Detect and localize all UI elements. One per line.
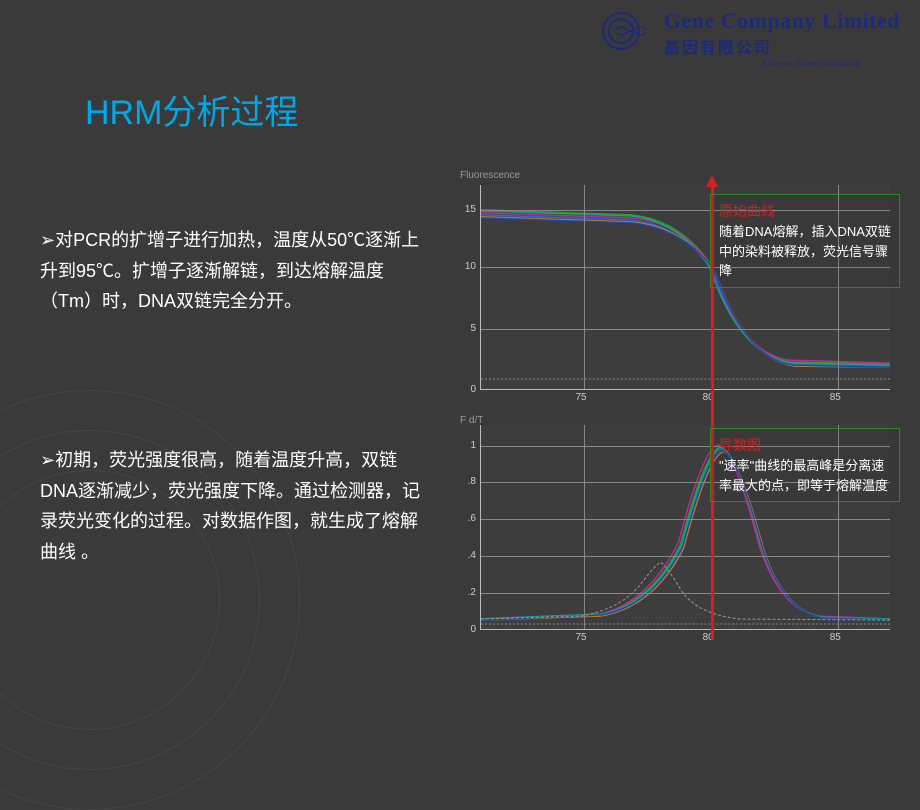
x-tick-label: 85 [830, 632, 841, 643]
slide-title: HRM分析过程 [85, 85, 298, 134]
x-tick-label: 85 [830, 392, 841, 403]
bullet-icon: ➢ [40, 450, 55, 470]
y-tick-label: 5 [470, 323, 476, 334]
annotation-title: 导数图 [719, 435, 891, 456]
x-tick-label: 80 [703, 632, 714, 643]
company-name-cn: 基因有限公司 [664, 34, 900, 58]
annotation-derivative: 导数图 "速率"曲线的最高峰是分离速率最大的点，即等于熔解温度 [710, 428, 900, 502]
paragraph-1-text: 对PCR的扩增子进行加热，温度从50℃逐渐上升到95℃。扩增子逐渐解链，到达熔解… [40, 230, 419, 311]
annotation-title: 原始曲线 [719, 201, 891, 222]
y-tick-label: .4 [468, 550, 476, 561]
y-tick-label: 10 [465, 261, 476, 272]
paragraph-2: ➢初期，荧光强度很高，随着温度升高，双链DNA逐渐减少，荧光强度下降。通过检测器… [40, 445, 420, 567]
annotation-body: 随着DNA熔解，插入DNA双链中的染料被释放，荧光信号骤降 [719, 222, 891, 281]
y-tick-label: 1 [470, 440, 476, 451]
y-tick-label: .2 [468, 587, 476, 598]
y-tick-label: .6 [468, 513, 476, 524]
y-tick-label: 0 [470, 624, 476, 635]
annotation-body: "速率"曲线的最高峰是分离速率最大的点，即等于熔解温度 [719, 456, 891, 495]
y-tick-label: .8 [468, 476, 476, 487]
paragraph-1: ➢对PCR的扩增子进行加热，温度从50℃逐渐上升到95℃。扩增子逐渐解链，到达熔… [40, 225, 420, 317]
company-logo-icon [601, 11, 651, 56]
company-tag: A Gene Group Company [761, 58, 900, 68]
x-tick-label: 75 [576, 632, 587, 643]
y-tick-label: 15 [465, 204, 476, 215]
chart-area: Fluorescence 051015758085 F d/T 0.2.4.6.… [455, 170, 900, 640]
x-tick-label: 80 [703, 392, 714, 403]
chart1-y-title: Fluorescence [460, 170, 520, 181]
header-logo: Gene Company Limited 基因有限公司 A Gene Group… [601, 8, 900, 68]
x-tick-label: 75 [576, 392, 587, 403]
y-tick-label: 0 [470, 384, 476, 395]
annotation-raw-curve: 原始曲线 随着DNA熔解，插入DNA双链中的染料被释放，荧光信号骤降 [710, 194, 900, 288]
company-name-en: Gene Company Limited [664, 8, 900, 34]
bullet-icon: ➢ [40, 230, 55, 250]
paragraph-2-text: 初期，荧光强度很高，随着温度升高，双链DNA逐渐减少，荧光强度下降。通过检测器，… [40, 450, 420, 562]
